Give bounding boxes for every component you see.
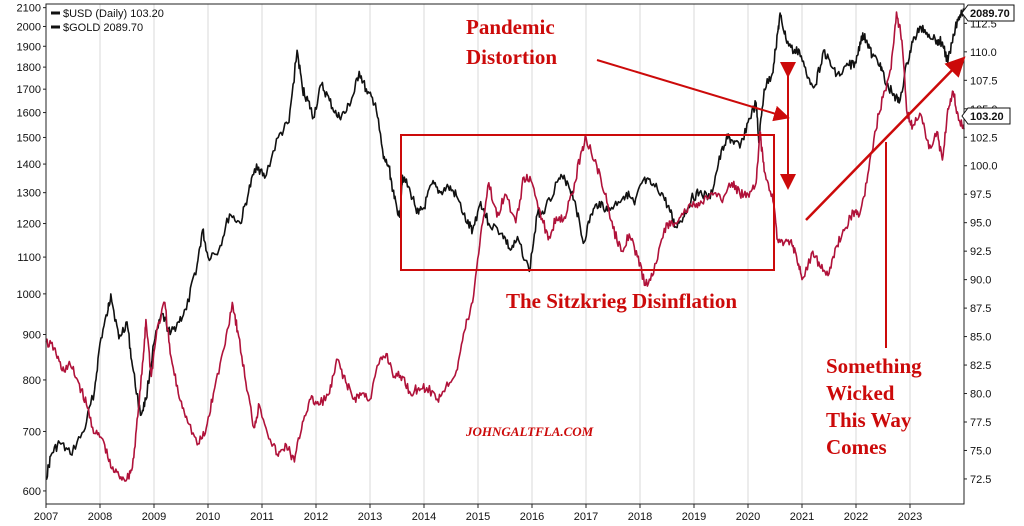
- left-tick-label: 1700: [17, 84, 41, 96]
- right-tick-label: 72.5: [970, 474, 991, 486]
- x-tick-label: 2009: [142, 511, 166, 523]
- left-tick-label: 800: [23, 375, 41, 387]
- plot-frame: [45, 3, 965, 505]
- x-tick-label: 2018: [628, 511, 652, 523]
- right-tick-label: 77.5: [970, 417, 991, 429]
- left-tick-label: 1200: [17, 219, 41, 231]
- right-tick-label: 80.0: [970, 389, 991, 401]
- right-tick-label: 75.0: [970, 445, 991, 457]
- gold-tag-value: 2089.70: [970, 8, 1010, 20]
- left-tick-label: 2000: [17, 21, 41, 33]
- sitzkrieg-box: [400, 134, 775, 271]
- wicked-label-line2: Wicked: [826, 381, 895, 405]
- legend-label-gold: $GOLD 2089.70: [63, 22, 143, 34]
- right-tick-label: 110.0: [970, 47, 997, 59]
- last-value-tag-usd: 103.20: [961, 107, 1011, 125]
- left-tick-label: 1100: [17, 252, 41, 264]
- left-tick-label: 1900: [17, 41, 41, 53]
- x-tick-label: 2022: [844, 511, 868, 523]
- legend-label-usd: $USD (Daily) 103.20: [63, 8, 164, 20]
- right-tick-label: 100.0: [970, 161, 998, 173]
- wicked-label-line4: Comes: [826, 435, 887, 459]
- left-tick-label: 2100: [17, 3, 41, 15]
- left-tick-label: 1600: [17, 108, 41, 120]
- usd-tag-box: [961, 107, 1011, 125]
- left-tick-label: 1000: [17, 289, 41, 301]
- gold-tag-box: [961, 4, 1015, 22]
- x-tick-label: 2015: [466, 511, 490, 523]
- x-tick-label: 2014: [412, 511, 436, 523]
- right-tick-label: 102.5: [970, 132, 998, 144]
- left-tick-label: 1500: [17, 132, 41, 144]
- left-tick-label: 600: [23, 486, 41, 498]
- wicked-trend-arrow: [805, 56, 966, 221]
- usd-tag-value: 103.20: [970, 111, 1004, 123]
- pandemic-arrow: [596, 59, 790, 122]
- left-tick-label: 1400: [17, 159, 41, 171]
- sitzkrieg-label: The Sitzkrieg Disinflation: [506, 289, 737, 313]
- right-tick-label: 90.0: [970, 275, 991, 287]
- legend: $USD (Daily) 103.20 $GOLD 2089.70: [51, 8, 164, 34]
- right-tick-label: 87.5: [970, 303, 991, 315]
- x-tick-label: 2017: [574, 511, 598, 523]
- right-tick-label: 82.5: [970, 360, 991, 372]
- last-value-tag-gold: 2089.70: [961, 4, 1015, 22]
- wicked-label-line3: This Way: [826, 408, 912, 432]
- x-tick-label: 2008: [88, 511, 112, 523]
- x-tick-label: 2013: [358, 511, 382, 523]
- x-tick-label: 2010: [196, 511, 220, 523]
- watermark: JOHNGALTFLA.COM: [465, 424, 594, 439]
- right-tick-label: 92.5: [970, 246, 991, 258]
- left-axis-ticks: 600 700 800 900 1000 1100 1200 1300 1400 1500 1600…: [17, 3, 46, 498]
- left-tick-label: 1800: [17, 62, 41, 74]
- left-tick-label: 1300: [17, 188, 41, 200]
- x-axis-ticks: 2007 2008 2009 2010 2011 2012 2013 2014 2015 2016…: [34, 504, 922, 523]
- x-tick-label: 2023: [898, 511, 922, 523]
- right-tick-label: 107.5: [970, 75, 998, 87]
- x-tick-label: 2012: [304, 511, 328, 523]
- x-tick-label: 2020: [736, 511, 760, 523]
- x-tick-label: 2016: [520, 511, 544, 523]
- right-axis-ticks: 72.5 75.0 77.5 80.0 82.5 85.0 87.5 90.0 92.5 95.0…: [964, 18, 998, 486]
- wicked-label-line1: Something: [826, 354, 922, 378]
- pandemic-label-line2: Distortion: [466, 45, 557, 69]
- right-tick-label: 85.0: [970, 332, 991, 344]
- series-line-usd: [45, 11, 965, 482]
- left-tick-label: 900: [23, 330, 41, 342]
- x-tick-label: 2007: [34, 511, 58, 523]
- pandemic-label-line1: Pandemic: [466, 15, 555, 39]
- x-tick-label: 2011: [250, 511, 274, 523]
- series-line-gold: [45, 8, 965, 480]
- right-tick-label: 97.5: [970, 189, 991, 201]
- series-layer: [45, 8, 965, 482]
- x-tick-label: 2019: [682, 511, 706, 523]
- x-tick-label: 2021: [790, 511, 814, 523]
- left-tick-label: 700: [23, 426, 41, 438]
- right-tick-label: 95.0: [970, 218, 991, 230]
